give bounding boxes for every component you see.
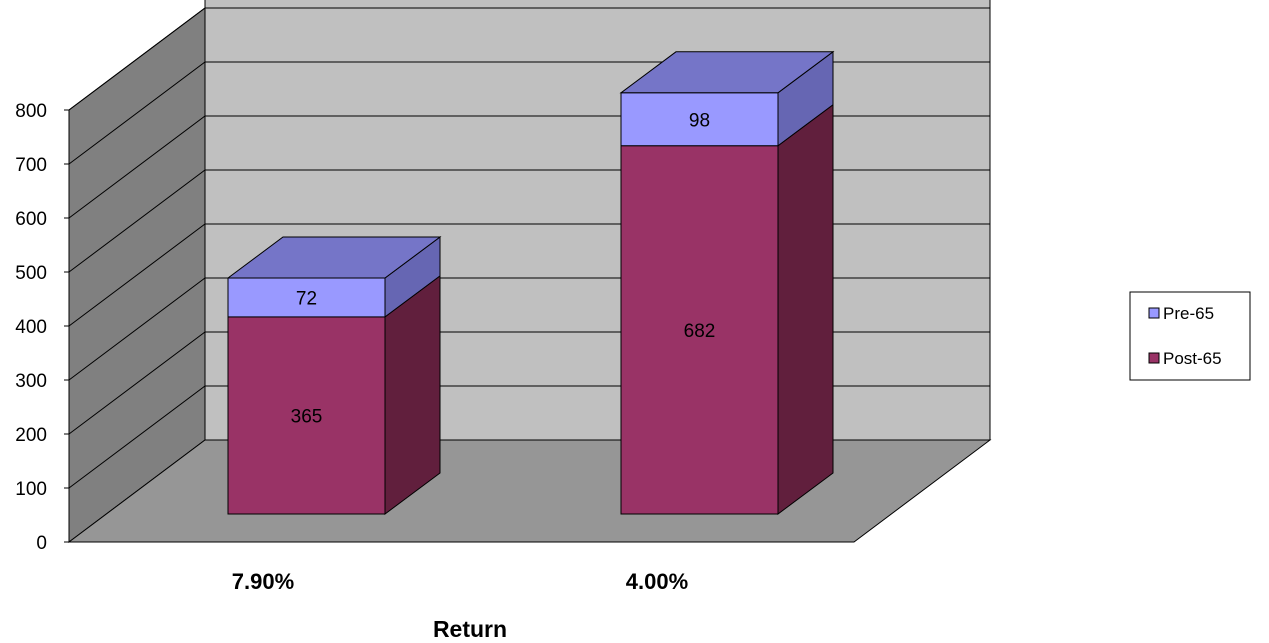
bar-segment-side: [384, 274, 441, 515]
bar-segment-pre-65: [620, 92, 779, 147]
x-tick-label: 4.00%: [626, 569, 688, 594]
y-tick-label: 600: [15, 209, 47, 230]
bar-value-label: 72: [296, 288, 317, 309]
y-tick-label: 200: [15, 425, 47, 446]
bar-value-label: 365: [291, 406, 323, 427]
x-tick-label: 7.90%: [232, 569, 294, 594]
legend-swatch-post-65: [1148, 352, 1160, 364]
bars: 365 72 682 98: [226, 50, 835, 515]
x-axis-title: Return: [433, 616, 507, 642]
bar-top-face: [619, 51, 835, 94]
y-tick-label: 400: [15, 317, 47, 338]
y-axis: 0 100 200 300 400 500 600 700 800: [15, 101, 854, 554]
bar-segment-side: [777, 103, 834, 515]
y-tick-label: 500: [15, 263, 47, 284]
legend: Pre-65 Post-65: [1129, 291, 1251, 381]
chart-walls: [67, 0, 992, 543]
bar-segment-pre-65: [227, 277, 386, 318]
chart-floor: [67, 439, 992, 543]
legend-label-pre-65: Pre-65: [1163, 304, 1214, 323]
x-axis-tick-labels: 7.90% 4.00%: [232, 569, 688, 594]
gridline: [68, 7, 990, 111]
bar-stack: 682 98: [619, 50, 835, 515]
bar-segment-post-65: [620, 145, 779, 515]
legend-box: [1129, 291, 1251, 381]
bar-value-label: 98: [689, 110, 710, 131]
y-tick-label: 800: [15, 101, 47, 122]
legend-label-post-65: Post-65: [1163, 349, 1222, 368]
bar-segment-post-65: [227, 316, 386, 515]
legend-swatch-pre-65: [1148, 307, 1160, 319]
bar-value-label: 682: [684, 321, 716, 342]
y-tick-label: 300: [15, 371, 47, 392]
y-tick-label: 100: [15, 479, 47, 500]
y-tick-label: 700: [15, 155, 47, 176]
y-tick-label: 0: [36, 533, 47, 554]
bar-top-face: [226, 236, 442, 279]
bar-stack: 365 72: [226, 236, 442, 515]
